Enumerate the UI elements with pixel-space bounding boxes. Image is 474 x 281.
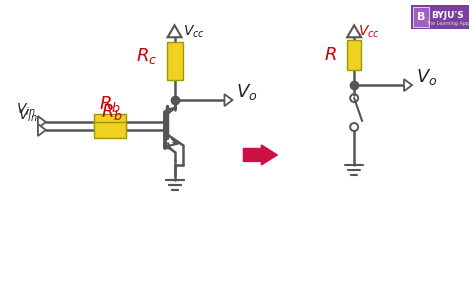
Text: $V_{in}$: $V_{in}$ [18, 108, 38, 124]
Text: $V_o$: $V_o$ [237, 82, 258, 102]
Bar [166, 42, 182, 80]
Text: $R_b$: $R_b$ [101, 102, 123, 122]
Polygon shape [38, 124, 46, 136]
Polygon shape [225, 94, 232, 106]
Bar [94, 114, 126, 130]
Text: $V_{cc}$: $V_{cc}$ [182, 23, 205, 40]
Bar [94, 122, 126, 138]
Bar [347, 40, 361, 70]
Text: BYJU'S: BYJU'S [431, 11, 465, 20]
Polygon shape [168, 25, 182, 37]
Text: $V_{in}$: $V_{in}$ [16, 102, 36, 118]
Text: B: B [417, 12, 425, 22]
Text: $V_o$: $V_o$ [416, 67, 438, 87]
Polygon shape [38, 116, 46, 128]
Text: $R_b$: $R_b$ [99, 94, 121, 114]
Bar [411, 5, 469, 29]
Bar [413, 7, 429, 27]
Text: $V_{cc}$: $V_{cc}$ [358, 23, 380, 40]
FancyArrow shape [244, 145, 277, 165]
Polygon shape [347, 25, 361, 37]
Text: $R$: $R$ [324, 46, 337, 64]
Text: The Learning App: The Learning App [427, 21, 469, 26]
Text: $R_c$: $R_c$ [136, 46, 157, 66]
Polygon shape [404, 79, 412, 91]
